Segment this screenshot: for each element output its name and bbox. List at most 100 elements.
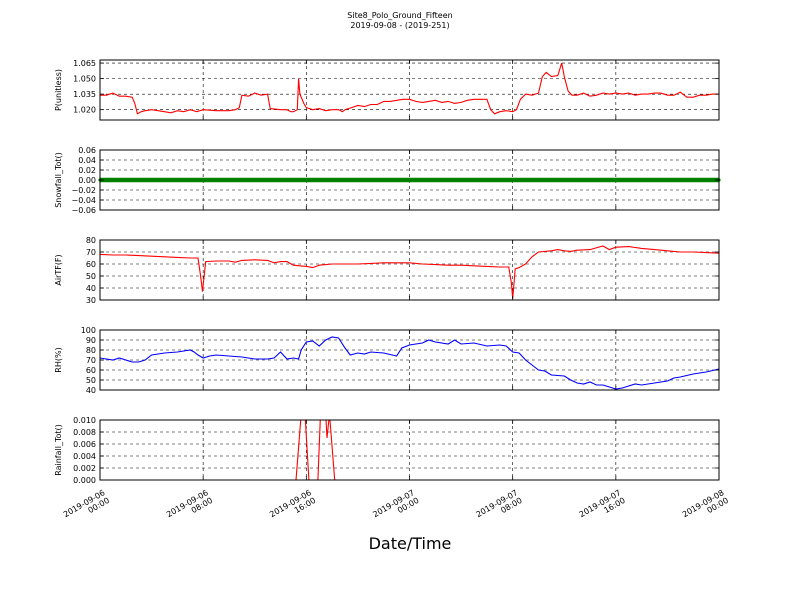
y-tick-label: 1.050	[73, 75, 96, 84]
series-marker	[256, 178, 260, 182]
series-marker	[233, 178, 238, 182]
x-axis-label: Date/Time	[368, 534, 452, 553]
series-marker	[469, 178, 473, 182]
series-marker	[311, 178, 315, 182]
series-marker	[549, 178, 553, 182]
series-marker	[259, 178, 263, 182]
series-marker	[275, 178, 279, 182]
series-marker	[307, 178, 312, 182]
series-marker	[459, 178, 463, 182]
series-marker	[536, 178, 541, 182]
series-marker	[672, 178, 676, 182]
series-marker	[291, 178, 296, 182]
series-marker	[220, 178, 225, 182]
series-marker	[333, 178, 337, 182]
series-marker	[591, 178, 595, 182]
series-marker	[601, 178, 605, 182]
series-marker	[527, 178, 531, 182]
y-tick-label: 40	[86, 284, 96, 293]
series-marker	[443, 178, 447, 182]
y-tick-label: 0.06	[78, 146, 96, 155]
series-marker	[488, 178, 492, 182]
y-tick-label: 40	[86, 386, 96, 395]
series-marker	[617, 178, 621, 182]
series-marker	[440, 178, 444, 182]
series-marker	[133, 178, 138, 182]
series-marker	[175, 178, 179, 182]
series-marker	[227, 178, 231, 182]
series-marker	[391, 178, 395, 182]
series-marker	[211, 178, 215, 182]
y-tick-label: 70	[86, 356, 96, 365]
chart-title: Site8_Polo_Ground_Fifteen	[347, 11, 453, 20]
series-marker	[472, 178, 476, 182]
series-marker	[336, 178, 341, 182]
series-marker	[388, 178, 392, 182]
y-tick-label: 90	[86, 336, 96, 345]
series-marker	[401, 178, 405, 182]
series-marker	[304, 178, 308, 182]
series-marker	[669, 178, 673, 182]
y-tick-label: 0.008	[73, 428, 96, 437]
y-tick-label: 60	[86, 260, 96, 269]
series-marker	[485, 178, 489, 182]
series-marker	[614, 178, 618, 182]
series-marker	[149, 178, 154, 182]
series-marker	[436, 178, 441, 182]
series-marker	[585, 178, 589, 182]
series-marker	[217, 178, 221, 182]
series-marker	[127, 178, 131, 182]
y-tick-label: 80	[86, 236, 96, 245]
series-marker	[627, 178, 631, 182]
series-marker	[446, 178, 450, 182]
series-marker	[514, 178, 518, 182]
series-marker	[675, 178, 679, 182]
y-axis-label: RH(%)	[54, 347, 63, 372]
series-marker	[623, 178, 628, 182]
series-marker	[546, 178, 550, 182]
series-marker	[324, 178, 328, 182]
x-tick-label: 2019-09-0708:00	[474, 488, 523, 527]
series-marker	[262, 178, 267, 182]
series-marker	[427, 178, 431, 182]
series-marker	[540, 178, 544, 182]
y-axis-label: P(unitless)	[54, 69, 63, 111]
series-marker	[382, 178, 386, 182]
chart-title-block: Site8_Polo_Ground_Fifteen 2019-09-08 - (…	[0, 11, 800, 31]
x-tick-label: 2019-09-0616:00	[268, 488, 317, 527]
series-marker	[578, 178, 582, 182]
series-marker	[565, 178, 570, 182]
y-axis-label: AirTF(F)	[54, 254, 63, 285]
series-marker	[707, 178, 711, 182]
series-marker	[581, 178, 586, 182]
series-marker	[295, 178, 299, 182]
series-marker	[449, 178, 454, 182]
series-marker	[191, 178, 196, 182]
series-marker	[507, 178, 512, 182]
series-marker	[662, 178, 666, 182]
y-tick-label: 100	[81, 326, 96, 335]
y-tick-label: 0.006	[73, 440, 96, 449]
series-marker	[607, 178, 611, 182]
series-marker	[243, 178, 247, 182]
series-marker	[140, 178, 144, 182]
y-tick-label: 0.010	[73, 416, 96, 425]
y-tick-label: −0.02	[71, 186, 96, 195]
series-marker	[636, 178, 641, 182]
series-marker	[552, 178, 557, 182]
series-marker	[162, 178, 167, 182]
series-marker	[482, 178, 486, 182]
series-marker	[604, 178, 608, 182]
series-marker	[652, 178, 657, 182]
y-axis-label: Rainfall_Tot()	[54, 424, 63, 476]
series-marker	[665, 178, 670, 182]
series-marker	[433, 178, 437, 182]
series-marker	[523, 178, 528, 182]
series-marker	[646, 178, 650, 182]
series-marker	[649, 178, 653, 182]
series-marker	[407, 178, 412, 182]
series-marker	[456, 178, 460, 182]
series-marker	[224, 178, 228, 182]
series-marker	[269, 178, 273, 182]
